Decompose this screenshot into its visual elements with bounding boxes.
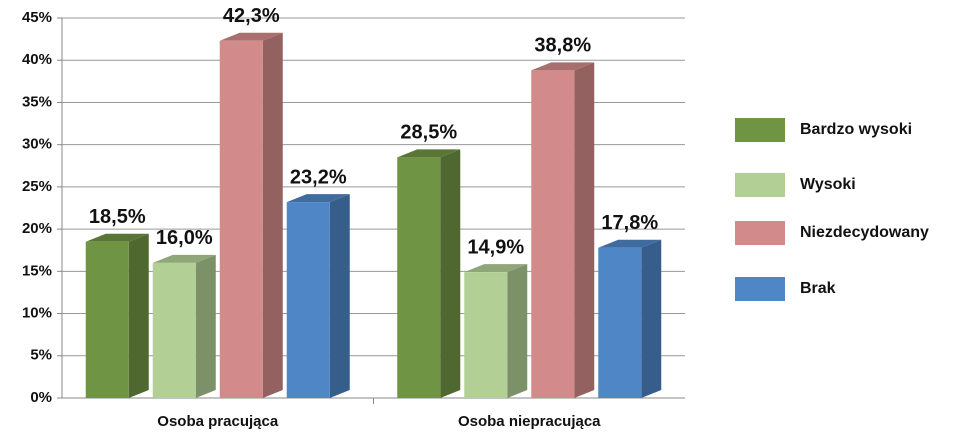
y-tick-label: 40% bbox=[22, 51, 52, 68]
bar-side bbox=[262, 32, 283, 399]
y-tick-label: 45% bbox=[22, 9, 52, 26]
data-label: 42,3% bbox=[223, 5, 280, 27]
legend-label: Bardzo wysoki bbox=[800, 121, 912, 138]
data-label: 17,8% bbox=[601, 212, 658, 234]
bar-top bbox=[598, 239, 662, 248]
bar bbox=[152, 254, 216, 398]
legend-label: Wysoki bbox=[800, 176, 856, 193]
data-label: 28,5% bbox=[400, 122, 457, 144]
bar-side bbox=[574, 62, 595, 398]
bar-top bbox=[531, 62, 595, 71]
x-tick-label: Osoba pracująca bbox=[157, 413, 279, 430]
bar-side bbox=[440, 149, 461, 398]
bar bbox=[85, 233, 149, 398]
y-tick-label: 25% bbox=[22, 178, 52, 195]
bar-top bbox=[85, 233, 149, 242]
x-tick-label: Osoba niepracująca bbox=[458, 413, 601, 430]
legend-label: Brak bbox=[800, 280, 836, 297]
bar-front bbox=[152, 262, 196, 398]
bar-side bbox=[195, 254, 216, 398]
bar-top bbox=[286, 194, 350, 203]
bar-front bbox=[531, 70, 575, 398]
bar-front bbox=[286, 202, 330, 398]
bar-side bbox=[329, 194, 350, 398]
legend-swatch bbox=[735, 118, 785, 142]
legend-swatch bbox=[735, 277, 785, 301]
legend-swatch bbox=[735, 173, 785, 197]
data-label: 23,2% bbox=[290, 166, 347, 188]
bar bbox=[464, 264, 528, 398]
y-tick-label: 0% bbox=[30, 389, 52, 406]
bar-top bbox=[464, 264, 528, 273]
legend-swatch bbox=[735, 221, 785, 245]
data-label: 38,8% bbox=[534, 35, 591, 57]
y-tick-label: 5% bbox=[30, 347, 52, 364]
bar-front bbox=[464, 272, 508, 398]
y-tick-label: 10% bbox=[22, 305, 52, 322]
bar-side bbox=[128, 233, 149, 398]
legend-label: Niezdecydowany bbox=[800, 224, 929, 241]
bar-front bbox=[397, 157, 441, 398]
data-label: 18,5% bbox=[89, 206, 146, 228]
y-tick-label: 30% bbox=[22, 136, 52, 153]
bar-front bbox=[85, 241, 129, 398]
bar-front bbox=[598, 247, 642, 398]
data-label: 16,0% bbox=[156, 227, 213, 249]
bar-side bbox=[507, 264, 528, 398]
bar-top bbox=[152, 254, 216, 263]
bar-top bbox=[397, 149, 461, 158]
bar-front bbox=[219, 40, 263, 399]
bar-top bbox=[219, 32, 283, 41]
data-label: 14,9% bbox=[467, 236, 524, 258]
y-tick-label: 35% bbox=[22, 93, 52, 110]
y-tick-label: 15% bbox=[22, 262, 52, 279]
bar-side bbox=[641, 239, 662, 398]
bar bbox=[219, 32, 283, 399]
bar bbox=[397, 149, 461, 398]
bar bbox=[286, 194, 350, 398]
y-tick-label: 20% bbox=[22, 220, 52, 237]
bar bbox=[598, 239, 662, 398]
bar bbox=[531, 62, 595, 398]
